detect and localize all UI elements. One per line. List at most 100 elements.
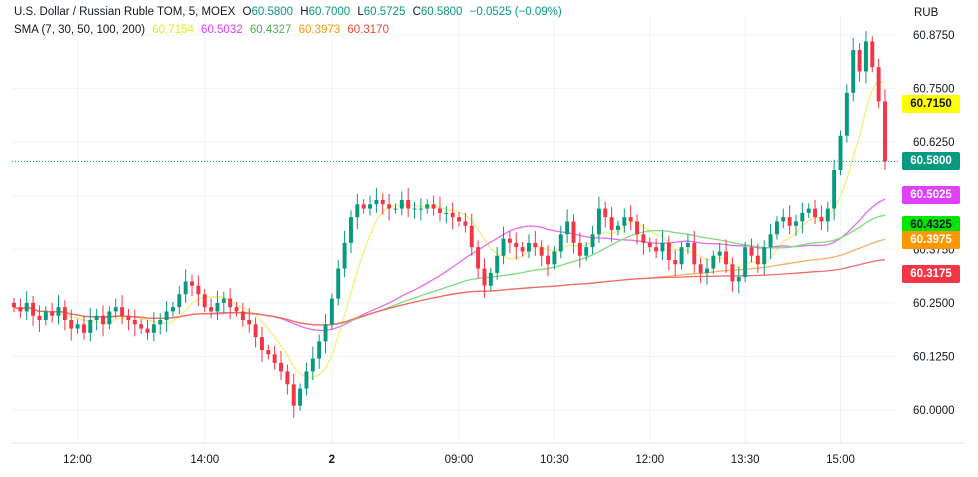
time-tick-label: 15:00 — [826, 454, 855, 466]
axis-price-label: 60.3975 — [902, 230, 960, 249]
candle-body — [730, 264, 735, 282]
candle-body — [94, 315, 99, 320]
candle-body — [101, 315, 105, 325]
candle-body — [679, 247, 684, 265]
candle-body — [444, 212, 449, 214]
candle-body — [323, 324, 328, 342]
sma-200-line — [13, 259, 886, 326]
candle-body — [37, 315, 42, 320]
candle-body — [526, 242, 531, 252]
sma-50-line — [13, 214, 886, 326]
price-tick-label: 60.8750 — [913, 30, 955, 42]
candle-body — [437, 208, 442, 213]
price-tick-label: 60.0000 — [913, 405, 955, 417]
candle-body — [259, 337, 264, 350]
price-tick-label: 60.6250 — [913, 137, 955, 149]
candle-body — [75, 324, 80, 329]
candle-body — [113, 307, 118, 312]
candle-body — [202, 294, 207, 308]
candle-body — [190, 281, 194, 286]
candle-body — [558, 234, 563, 252]
time-axis[interactable]: 12:00 14:00 2 09:00 10:30 12:00 13:30 15:00 — [63, 454, 855, 466]
candle-body — [717, 251, 722, 256]
candle-body — [81, 324, 86, 333]
candle-body — [539, 247, 544, 256]
candle-body — [800, 212, 805, 222]
candle-body — [196, 285, 201, 295]
candle-body — [552, 251, 557, 265]
candle-body — [107, 311, 112, 325]
candle-body — [469, 225, 474, 248]
change-value: −0.0525 (−0.09%) — [469, 6, 562, 18]
candle-body — [342, 242, 347, 269]
sma-legend: SMA (7, 30, 50, 100, 200) 60.7154 60.503… — [14, 24, 393, 36]
sma-200-value: 60.3170 — [347, 24, 389, 36]
candle-body — [361, 204, 366, 209]
price-tick-label: 60.2500 — [913, 298, 955, 310]
candle-body — [736, 277, 741, 282]
candle-body — [596, 208, 601, 235]
candle-body — [838, 135, 843, 170]
grid-lines — [12, 14, 895, 443]
candle-body — [883, 101, 887, 162]
candle-body — [851, 50, 856, 93]
candle-body — [374, 200, 379, 205]
candle-body — [253, 324, 258, 338]
candle-body — [844, 92, 849, 136]
candle-body — [62, 307, 67, 320]
candle-body — [317, 341, 322, 359]
candle-body — [336, 268, 341, 299]
candle-body — [380, 200, 385, 205]
candle-body — [501, 238, 506, 256]
time-tick-label: 13:30 — [731, 454, 760, 466]
candle-body — [355, 204, 360, 218]
time-tick-label: 2 — [329, 454, 335, 466]
candle-body — [692, 242, 697, 265]
candle-body — [685, 242, 690, 248]
candle-body — [616, 225, 620, 230]
candle-body — [755, 255, 760, 265]
candle-body — [285, 371, 290, 385]
candle-body — [698, 264, 703, 273]
time-tick-label: 14:00 — [190, 454, 219, 466]
axis-price-label: 60.7150 — [902, 94, 960, 113]
candle-body — [50, 311, 55, 316]
sma-50-value: 60.4327 — [249, 24, 292, 36]
candle-body — [24, 302, 29, 312]
candle-body — [12, 302, 16, 308]
candle-body — [806, 208, 811, 213]
symbol-legend: U.S. Dollar / Russian Ruble TOM, 5, MOEX… — [14, 6, 566, 18]
candle-body — [291, 384, 296, 406]
candle-body — [762, 247, 767, 265]
candle-body — [647, 242, 652, 248]
candle-body — [88, 320, 93, 333]
low-key: L — [357, 6, 364, 18]
candle-body — [393, 208, 398, 210]
candle-body — [170, 307, 175, 312]
axis-price-label: 60.5025 — [902, 185, 960, 204]
candle-body — [126, 315, 131, 320]
candle-body — [577, 242, 582, 256]
candle-body — [387, 204, 392, 209]
sma-100-line — [13, 238, 886, 326]
candle-body — [565, 221, 570, 235]
currency-label: RUB — [914, 7, 939, 19]
candle-body — [654, 247, 659, 252]
candle-body — [43, 311, 48, 320]
sma-lines — [13, 79, 886, 379]
close-key: C — [412, 6, 421, 18]
candle-body — [412, 208, 417, 210]
candle-body — [463, 221, 468, 226]
candle-body — [368, 204, 373, 209]
candle-body — [272, 354, 277, 363]
candle-body — [571, 221, 576, 243]
candle-body — [832, 170, 837, 209]
candle-body — [749, 247, 754, 256]
candle-body — [221, 298, 226, 303]
candle-body — [399, 200, 404, 209]
candle-body — [660, 242, 665, 252]
candle-body — [298, 388, 303, 406]
candle-body — [673, 260, 678, 265]
